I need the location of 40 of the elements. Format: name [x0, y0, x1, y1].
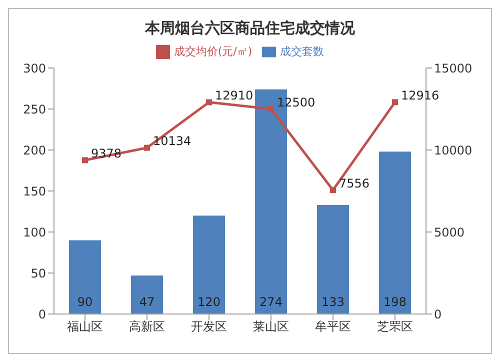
- chart-title: 本周烟台六区商品住宅成交情况: [144, 18, 356, 38]
- legend-label: 成交均价(元/㎡): [174, 45, 252, 58]
- y2-tick-label: 5000: [434, 225, 465, 240]
- y-tick-label: 150: [23, 184, 46, 198]
- point: [392, 99, 398, 106]
- x-tick-label: 开发区: [191, 320, 227, 334]
- y-tick-label: 200: [23, 143, 46, 158]
- point: [144, 144, 150, 151]
- bar: [193, 216, 225, 314]
- bar: [131, 275, 163, 314]
- x-tick-label: 高新区: [129, 320, 165, 334]
- y-tick-label: 300: [23, 61, 46, 76]
- y-tick-label: 0: [38, 307, 46, 322]
- x-tick-label: 莱山区: [253, 320, 289, 334]
- data-label: 12910: [215, 88, 254, 103]
- data-label: 198: [384, 295, 406, 309]
- point: [268, 106, 274, 112]
- point: [82, 157, 88, 164]
- bar: [317, 204, 349, 314]
- x-tick-label: 芝罘区: [377, 320, 413, 334]
- data-label: 12916: [401, 88, 440, 102]
- bar: [379, 152, 411, 314]
- y-tick-label: 50: [30, 266, 46, 280]
- point: [206, 99, 212, 106]
- y2-tick-label: 15000: [434, 61, 472, 76]
- legend-label: 成交套数: [280, 45, 324, 58]
- data-label: 274: [260, 295, 282, 309]
- data-label: 7556: [339, 176, 370, 190]
- bar: [69, 240, 101, 314]
- x-tick-label: 牟平区: [315, 320, 351, 334]
- point: [330, 187, 336, 194]
- y-tick-label: 100: [23, 225, 46, 240]
- data-label: 90: [77, 295, 93, 309]
- y-tick-label: 250: [23, 102, 46, 116]
- y2-tick-label: 10000: [434, 143, 472, 158]
- data-label: 133: [322, 295, 344, 309]
- x-tick-label: 福山区: [67, 320, 103, 334]
- data-label: 47: [139, 295, 155, 309]
- data-label: 120: [198, 295, 220, 309]
- y2-tick-label: 0: [434, 307, 442, 322]
